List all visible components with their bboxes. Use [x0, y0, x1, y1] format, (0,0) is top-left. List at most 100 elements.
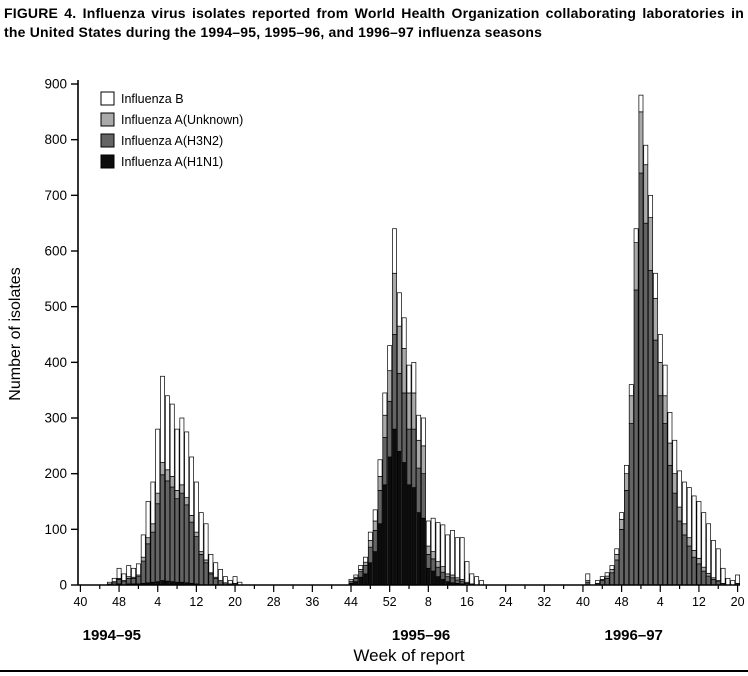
bar-segment [396, 373, 402, 452]
bar-segment [363, 565, 368, 575]
y-tick-label: 400 [44, 355, 67, 370]
bar-segment [614, 554, 620, 561]
bar-segment [401, 462, 407, 586]
bar-segment [198, 554, 204, 586]
bar-segment [691, 495, 697, 551]
bar-segment [450, 530, 455, 576]
bar-segment [657, 334, 663, 363]
bar-segment [382, 392, 388, 416]
bar-segment [382, 414, 388, 438]
bar-segment [435, 576, 441, 586]
bar-segment [459, 580, 465, 585]
legend-swatch [100, 112, 115, 127]
bar-segment [609, 569, 615, 574]
bar-segment [711, 579, 716, 586]
bar-segment [667, 464, 673, 586]
bar-segment [382, 437, 388, 486]
y-tick-label: 800 [44, 132, 67, 147]
bar-segment [140, 560, 146, 584]
x-tick-label: 48 [615, 595, 629, 609]
bar-segment [686, 487, 692, 539]
bar-segment [648, 270, 654, 586]
x-tick-label: 36 [305, 595, 319, 609]
bar-segment [435, 561, 441, 568]
bar-segment [353, 577, 359, 583]
bar-segment [604, 572, 610, 577]
bar-segment [706, 575, 712, 586]
bar-segment [116, 579, 122, 585]
bar-segment [222, 576, 228, 584]
bar-segment [421, 473, 426, 519]
bar-segment [411, 487, 417, 586]
bar-segment [445, 573, 451, 577]
bar-segment [706, 523, 712, 574]
bar-segment [628, 384, 634, 397]
bar-segment [367, 546, 373, 564]
bar-segment [614, 548, 620, 555]
x-tick-label: 40 [576, 595, 590, 609]
bar-segment [198, 512, 204, 552]
bar-segment [672, 439, 678, 475]
bar-segment [464, 561, 470, 583]
bar-segment [425, 554, 431, 569]
bar-segment [126, 565, 132, 578]
bar-segment [686, 537, 692, 547]
bar-segment [377, 490, 383, 525]
y-tick-label: 300 [44, 411, 67, 426]
bar-segment [416, 439, 422, 469]
bar-segment [416, 414, 422, 441]
bar-segment [411, 428, 417, 488]
bar-segment [430, 570, 436, 586]
bar-segment [440, 566, 446, 573]
bar-segment [135, 563, 141, 576]
season-label: 1996–97 [604, 627, 662, 644]
bar-segment [377, 523, 383, 586]
bar-segment [425, 520, 431, 547]
bar-segment [401, 317, 407, 349]
bar-segment [682, 534, 687, 586]
x-tick-label: 32 [537, 595, 551, 609]
bar-segment [367, 531, 373, 541]
bar-segment [358, 565, 364, 570]
bar-segment [619, 512, 625, 520]
bar-segment [193, 481, 199, 533]
legend-swatch [100, 154, 115, 169]
x-tick-label: 52 [383, 595, 397, 609]
bar-segment [619, 518, 625, 530]
legend-label: Influenza A(H1N1) [121, 155, 223, 169]
bar-segment [401, 392, 407, 463]
bar-segment [392, 428, 397, 586]
bar-segment [150, 481, 156, 525]
x-tick-label: 12 [189, 595, 203, 609]
bar-segment [198, 551, 204, 555]
bar-segment [116, 567, 122, 579]
bar-segment [633, 289, 639, 586]
bar-segment [672, 492, 678, 586]
bar-segment [387, 400, 393, 458]
bar-segment [609, 572, 615, 586]
bar-segment [643, 144, 649, 166]
bar-segment [440, 571, 446, 580]
bar-segment [406, 364, 412, 394]
bar-segment [421, 417, 426, 447]
bar-segment [135, 576, 141, 585]
bar-segment [213, 577, 219, 586]
bar-segment [160, 462, 165, 476]
bar-segment [614, 559, 620, 586]
bar-segment [701, 566, 707, 572]
bar-segment [720, 567, 726, 584]
bottom-rule [0, 670, 748, 672]
bar-segment [682, 481, 687, 525]
legend-swatch [100, 91, 115, 106]
bar-segment [657, 361, 663, 397]
bar-segment [160, 474, 165, 581]
bar-segment [430, 558, 436, 572]
bar-segment [416, 512, 422, 586]
bar-segment [628, 395, 634, 424]
bar-segment [401, 348, 407, 394]
bar-segment [150, 523, 156, 533]
bar-segment [208, 573, 214, 586]
bar-segment [169, 403, 175, 477]
bar-segment [358, 571, 364, 578]
bar-segment [203, 559, 209, 564]
